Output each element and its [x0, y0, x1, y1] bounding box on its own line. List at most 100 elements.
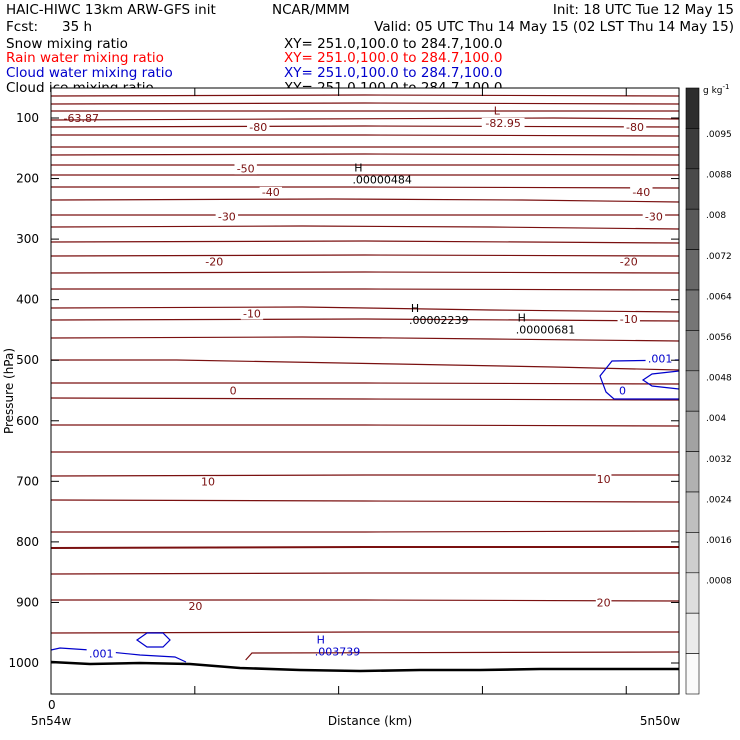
- temperature-contour-line: [51, 134, 680, 137]
- contour-labels: -80 -82.95 -80 -50 -40 -40 -30 -30 -20 -20 -10 -10 0…: [64, 105, 675, 660]
- temperature-contour-line: [50, 572, 679, 575]
- temperature-contours: [50, 94, 680, 661]
- temperature-contour-label: -40: [262, 186, 280, 199]
- temperature-contour-label: 20: [188, 600, 202, 613]
- colorbar-unit-superscript: -1: [723, 83, 730, 91]
- y-tick-label: 300: [16, 232, 39, 246]
- colorbar-bin: [685, 410, 700, 452]
- temperature-contour-label: -50: [237, 162, 255, 175]
- temperature-contour-line: [50, 546, 679, 549]
- x-end-label: 5n50w: [640, 714, 681, 728]
- temperature-contour-line: [50, 499, 680, 503]
- cloud-water-contours: [50, 359, 680, 663]
- terrain-line: [50, 660, 679, 673]
- plot-frame: [50, 87, 680, 695]
- extremum-value: .00002239: [409, 314, 469, 327]
- temperature-contour-label-bg: [642, 211, 666, 223]
- y-tick-label: 800: [16, 535, 39, 549]
- colorbar-label: .0095: [706, 130, 732, 140]
- temperature-contour-label-bg: [481, 117, 525, 129]
- y-tick-label: 100: [16, 111, 39, 125]
- model-title: HAIC-HIWC 13km ARW-GFS init: [6, 2, 216, 18]
- temperature-contour-line: [245, 651, 680, 661]
- colorbar-label: .0032: [706, 455, 732, 465]
- colorbar-bin: [685, 249, 700, 291]
- cloud-water-contour-label: .001: [648, 352, 673, 365]
- temperature-contour-label-bg: [234, 163, 257, 175]
- temperature-contour-line: [51, 599, 680, 602]
- x-start-label: 5n54w: [31, 714, 72, 728]
- temperature-contour-label: -20: [205, 256, 223, 269]
- extremum-mark: H: [411, 302, 419, 315]
- temperature-contour-line: [50, 336, 680, 342]
- cloud-water-contour-line: [599, 359, 680, 400]
- temperature-contour-label: 0: [230, 385, 237, 398]
- temperature-contour-line: [50, 240, 680, 244]
- temperature-contour-label: -80: [249, 121, 267, 134]
- temperature-contour-label: 20: [597, 596, 611, 609]
- colorbar-bin: [685, 451, 700, 493]
- temperature-contour-line: [50, 117, 680, 121]
- temperature-contour-line: [51, 186, 680, 189]
- temperature-contour-label: 10: [597, 473, 611, 486]
- field-name-rain: Rain water mixing ratio: [6, 50, 164, 66]
- temperature-contour-label-bg: [623, 122, 647, 134]
- colorbar-bin: [685, 370, 700, 412]
- y-tick-label: 900: [16, 595, 39, 609]
- colorbar-label: .0024: [706, 495, 732, 505]
- temperature-contour-line: [50, 225, 680, 230]
- temperature-contour-label-bg: [247, 122, 270, 134]
- field-xy-cloud-water: XY= 251.0,100.0 to 284.7,100.0: [284, 65, 502, 81]
- colorbar-label: .0008: [706, 577, 732, 587]
- temperature-contour-line: [50, 318, 680, 322]
- fcst-value: 35 h: [62, 19, 92, 35]
- colorbar-label: .0048: [706, 374, 732, 384]
- temperature-contour-label-bg: [595, 597, 612, 609]
- extremum-mark: H: [354, 161, 362, 174]
- temperature-contour-label: -82.95: [485, 117, 520, 130]
- colorbar-bin: [685, 572, 700, 614]
- temperature-contour-line: [50, 125, 680, 128]
- y-tick-label: 700: [16, 474, 39, 488]
- cloud-water-contour-label: 0: [619, 385, 626, 398]
- colorbar-label: .0088: [706, 171, 732, 181]
- temperature-contour-line: [51, 382, 680, 385]
- plot-area: [51, 88, 679, 694]
- temperature-contour-label: -40: [632, 186, 650, 199]
- temperature-contour-label-bg: [203, 256, 226, 268]
- temperature-contour-label-bg: [259, 186, 282, 198]
- colorbar-label: .0056: [706, 333, 732, 343]
- temperature-contour-line: [50, 306, 680, 313]
- colorbar-label: .0064: [706, 292, 732, 302]
- field-name-snow: Snow mixing ratio: [6, 36, 128, 52]
- colorbar: .0095 .0088 .008 .0072 .0064 .0056 .0048 .004 .0…: [685, 87, 732, 695]
- temperature-contour-label: -10: [243, 308, 261, 321]
- temperature-contour-label-bg: [200, 476, 216, 488]
- temperature-contour-label: -30: [218, 211, 236, 224]
- colorbar-bin: [685, 532, 700, 574]
- temperature-contour-line: [50, 153, 680, 156]
- y-tick-label: 400: [16, 293, 39, 307]
- header: HAIC-HIWC 13km ARW-GFS init NCAR/MMM Ini…: [6, 2, 734, 96]
- temperature-contour-label-bg: [595, 473, 612, 485]
- temperature-contour-line: [50, 397, 680, 401]
- colorbar-label: .0016: [706, 536, 732, 546]
- colorbar-bin: [685, 208, 700, 250]
- colorbar-label: .008: [706, 211, 726, 221]
- colorbar-bin: [685, 330, 700, 372]
- temperature-contour-line: [51, 424, 680, 427]
- fcst-label: Fcst:: [6, 19, 38, 35]
- y-tick-label: 600: [16, 414, 39, 428]
- init-time: Init: 18 UTC Tue 12 May 15: [553, 2, 734, 18]
- temperature-contour-line: [51, 288, 680, 291]
- extremum-mark: -63.87: [64, 112, 99, 125]
- colorbar-bin: [685, 491, 700, 533]
- y-axis-label: Pressure (hPa): [2, 348, 16, 434]
- colorbar-bin: [685, 128, 700, 170]
- cloud-water-contour-label-bg: [86, 648, 116, 660]
- temperature-contour-line: [50, 474, 679, 477]
- y-tick-label: 500: [16, 353, 39, 367]
- colorbar-unit-text: g kg: [703, 86, 723, 96]
- extremum-mark: L: [494, 105, 501, 118]
- temperature-contour-label: -80: [626, 121, 644, 134]
